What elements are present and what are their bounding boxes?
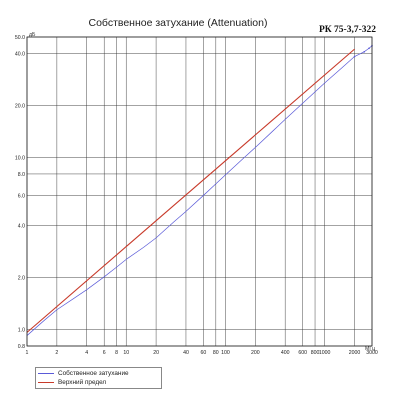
data-point — [363, 51, 365, 53]
legend-item-upper-limit: Верхний предел — [38, 378, 106, 387]
tick-layer: 1 2 4 6 8 10 20 40 60 80 100 200 400 600 800 1000 2000 30… — [15, 35, 378, 356]
x-tick-label: 3000 — [366, 350, 378, 356]
x-unit-label: МГц — [365, 346, 375, 352]
y-tick-label: 1.0 — [18, 327, 25, 333]
series-line-1 — [26, 48, 355, 333]
y-tick-label: 4.0 — [18, 224, 25, 230]
series-layer — [26, 44, 373, 336]
legend: Собственное затухание Верхний предел — [35, 367, 162, 389]
legend-swatch-upper-limit — [38, 381, 54, 384]
data-point — [353, 55, 356, 58]
plot-frame — [26, 36, 373, 347]
x-tick-label: 400 — [281, 350, 290, 356]
y-unit-label: дБ — [29, 32, 36, 38]
y-tick-label: 40.0 — [15, 52, 25, 58]
x-tick-label: 600 — [298, 350, 307, 356]
x-tick-label: 20 — [153, 350, 159, 356]
y-tick-label: 50.0 — [15, 35, 25, 41]
x-tick-label: 80 — [213, 350, 219, 356]
x-tick-label: 1 — [26, 350, 29, 356]
x-tick-label: 60 — [201, 350, 207, 356]
grid-layer — [26, 36, 373, 347]
y-tick-label: 20.0 — [15, 103, 25, 109]
y-tick-label: 0.8 — [18, 344, 25, 350]
x-tick-label: 6 — [103, 350, 106, 356]
x-tick-label: 2 — [55, 350, 58, 356]
legend-swatch-attenuation — [38, 372, 54, 375]
x-tick-label: 4 — [85, 350, 88, 356]
y-tick-label: 10.0 — [15, 155, 25, 161]
x-tick-label: 40 — [183, 350, 189, 356]
y-tick-label: 2.0 — [18, 276, 25, 282]
legend-label-upper-limit: Верхний предел — [58, 379, 107, 386]
y-tick-label: 6.0 — [18, 193, 25, 199]
cable-code: РК 75-3,7-322 — [319, 25, 376, 35]
legend-item-attenuation: Собственное затухание — [38, 369, 129, 378]
x-tick-label: 2000 — [349, 350, 361, 356]
x-tick-label: 8 — [115, 350, 118, 356]
chart-title: Собственное затухание (Attenuation) — [89, 17, 268, 29]
x-tick-label: 200 — [251, 350, 260, 356]
x-tick-label: 1000 — [319, 350, 331, 356]
x-tick-label: 100 — [221, 350, 230, 356]
data-point — [368, 47, 370, 50]
x-tick-label: 10 — [123, 350, 129, 356]
y-tick-label: 8.0 — [18, 172, 25, 178]
legend-label-attenuation: Собственное затухание — [58, 370, 129, 377]
series-line-0 — [26, 45, 373, 336]
x-tick-label: 800 — [311, 350, 320, 356]
